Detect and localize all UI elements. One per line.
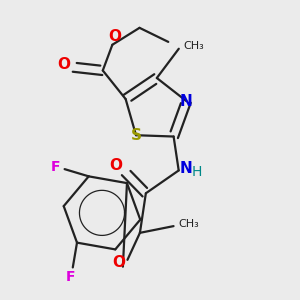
- Text: CH₃: CH₃: [178, 219, 199, 229]
- Text: S: S: [130, 128, 142, 143]
- Text: F: F: [51, 160, 60, 174]
- Text: CH₃: CH₃: [183, 41, 204, 51]
- Text: H: H: [192, 165, 202, 178]
- Text: N: N: [180, 94, 193, 109]
- Text: O: O: [108, 29, 121, 44]
- Text: O: O: [110, 158, 122, 172]
- Text: O: O: [58, 57, 70, 72]
- Text: N: N: [179, 161, 192, 176]
- Text: F: F: [66, 270, 75, 283]
- Text: O: O: [112, 255, 125, 270]
